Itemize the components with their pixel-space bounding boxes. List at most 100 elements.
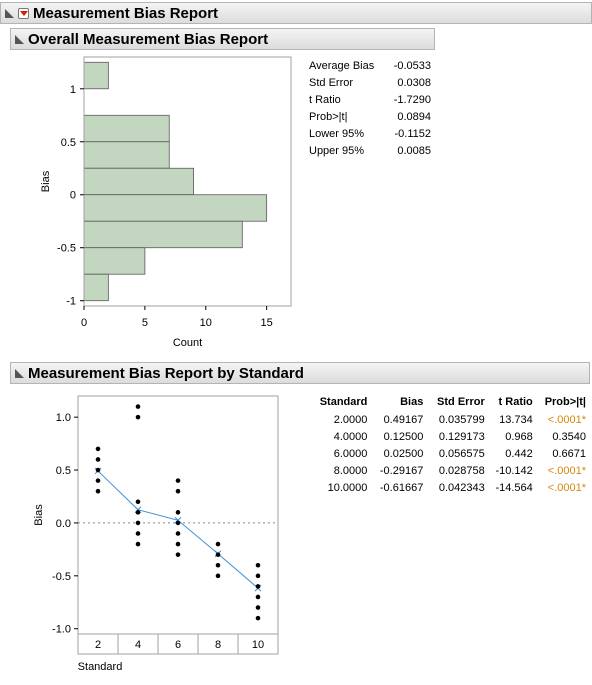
plot-frame [83, 56, 292, 307]
overall-section-header[interactable]: Overall Measurement Bias Report [10, 28, 435, 50]
cell-prob: <.0001* [547, 414, 586, 426]
cell-t-ratio: 0.442 [505, 448, 533, 460]
data-point [255, 562, 261, 568]
cell-standard: 2.0000 [333, 414, 368, 426]
x-category-label: 10 [252, 639, 264, 651]
y-tick-label: -0.5 [57, 243, 76, 255]
stat-row: Lower 95% -0.1152 [309, 127, 431, 144]
data-point [175, 478, 181, 483]
data-point [255, 594, 261, 600]
bias-histogram: 1 0.5 0 -0.5 -1 0 5 10 15 Count Bias [40, 56, 292, 349]
data-point [135, 414, 141, 420]
mean-line [97, 470, 259, 589]
cell-std-error: 0.056575 [438, 448, 485, 460]
data-point [215, 552, 221, 557]
column-header[interactable]: Bias [400, 396, 424, 408]
stat-value: 0.0894 [397, 111, 431, 123]
cell-t-ratio: 0.968 [505, 431, 533, 443]
x-tick-label: 0 [81, 317, 87, 329]
x-category-label: 4 [135, 639, 141, 651]
stat-value: -0.1152 [394, 128, 432, 140]
data-point [135, 541, 141, 547]
table-row: 4.0000 0.12500 0.129173 0.968 0.3540 [306, 430, 586, 447]
data-point [135, 404, 141, 409]
column-header[interactable]: Prob>|t| [544, 396, 586, 408]
data-point [175, 531, 181, 536]
red-triangle-menu-icon[interactable] [18, 7, 29, 19]
cell-prob: <.0001* [547, 482, 586, 494]
histogram-bar [83, 247, 146, 275]
stat-label: Lower 95% [309, 128, 365, 140]
table-row: 6.0000 0.02500 0.056575 0.442 0.6671 [306, 447, 586, 464]
data-point [175, 520, 181, 526]
cell-standard: 6.0000 [333, 448, 368, 460]
stat-value: 0.0085 [397, 145, 431, 157]
cell-std-error: 0.042343 [438, 482, 485, 494]
x-tick-label: 15 [261, 317, 273, 329]
data-point [95, 488, 101, 494]
data-point [215, 562, 221, 568]
disclosure-triangle-icon[interactable] [15, 34, 24, 44]
cell-bias: 0.02500 [383, 448, 424, 460]
x-category-label: 8 [215, 639, 221, 651]
stat-value: 0.0308 [397, 77, 431, 89]
stat-row: Upper 95% 0.0085 [309, 144, 431, 161]
data-point [255, 605, 261, 610]
y-tick-label: 0.5 [61, 137, 76, 149]
stat-value: -0.0533 [393, 60, 431, 72]
report-header[interactable]: Measurement Bias Report [0, 2, 592, 24]
x-category-label: 6 [175, 639, 181, 651]
stat-row: Average Bias -0.0533 [309, 59, 431, 76]
cell-t-ratio: -14.564 [495, 482, 533, 494]
y-tick-label: -1.0 [52, 624, 71, 636]
report-title: Measurement Bias Report [33, 4, 219, 22]
cell-bias: 0.49167 [383, 414, 424, 426]
data-point [255, 573, 261, 579]
by-standard-table: Standard Bias Std Error t Ratio Prob>|t| 2.0… [306, 395, 586, 498]
data-point [95, 457, 101, 462]
stat-label: Upper 95% [309, 145, 365, 157]
y-tick-label: -0.5 [52, 571, 71, 583]
y-tick-label: 0.0 [56, 518, 71, 530]
stat-row: Prob>|t| 0.0894 [309, 110, 431, 127]
cell-std-error: 0.035799 [438, 414, 485, 426]
by-standard-section-header[interactable]: Measurement Bias Report by Standard [10, 362, 590, 384]
y-tick-label: 0 [70, 190, 76, 202]
cell-bias: -0.61667 [379, 482, 424, 494]
data-point [135, 520, 141, 526]
overall-section-title: Overall Measurement Bias Report [28, 30, 269, 48]
x-tick-label: 10 [200, 317, 212, 329]
data-point [95, 478, 101, 483]
y-tick-label: 0.5 [56, 465, 71, 477]
cell-std-error: 0.129173 [438, 431, 485, 443]
data-point [215, 541, 221, 547]
column-header[interactable]: Standard [319, 396, 368, 408]
data-point [175, 541, 181, 547]
column-header[interactable]: t Ratio [498, 396, 533, 408]
data-point [255, 615, 261, 621]
y-axis-label: Bias [33, 504, 45, 526]
cell-standard: 8.0000 [333, 465, 368, 477]
y-axis-label: Bias [40, 170, 52, 192]
bias-by-standard-plot: 1.0 0.5 0.0 -0.5 -1.0 2 4 6 8 10 Standard Bias [33, 395, 279, 673]
disclosure-triangle-icon[interactable] [15, 368, 24, 378]
histogram-bar [83, 141, 170, 169]
table-row: 8.0000 -0.29167 0.028758 -10.142 <.0001* [306, 464, 586, 481]
cell-t-ratio: -10.142 [495, 465, 533, 477]
y-tick-label: -1 [66, 296, 76, 308]
y-tick-label: 1.0 [56, 412, 71, 424]
stat-label: Prob>|t| [309, 111, 348, 123]
cell-prob: 0.6671 [552, 448, 586, 460]
x-category-label: 2 [95, 639, 101, 651]
cell-bias: -0.29167 [379, 465, 424, 477]
disclosure-triangle-icon[interactable] [5, 8, 14, 18]
histogram-bar [83, 167, 194, 196]
data-point [135, 510, 141, 515]
histogram-bar [83, 194, 268, 222]
cell-standard: 10.0000 [327, 482, 368, 494]
cell-std-error: 0.028758 [438, 465, 485, 477]
x-tick-label: 5 [142, 317, 148, 329]
cell-prob: <.0001* [547, 465, 586, 477]
column-header[interactable]: Std Error [437, 396, 485, 408]
data-point [175, 552, 181, 557]
